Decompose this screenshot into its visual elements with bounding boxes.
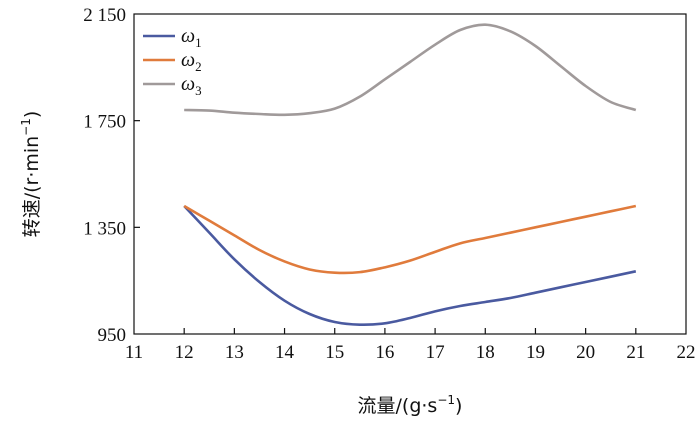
x-tick-label: 22 [677,342,696,363]
y-tick-label: 1 350 [83,218,126,239]
plot-frame [133,13,687,335]
x-tick-label: 13 [225,342,244,363]
x-tick-label: 16 [375,342,394,363]
x-tick-label: 15 [325,342,344,363]
x-tick-label: 14 [275,342,295,363]
x-tick-label: 17 [426,342,445,363]
y-axis-title: 转速/(r·min−1) [19,111,43,238]
x-tick-label: 19 [526,342,545,363]
series-lines [183,23,637,327]
x-tick-label: 11 [125,342,143,363]
series-line-1 [183,205,637,327]
legend-label-2: ω2 [181,49,202,74]
legend-label-3: ω3 [181,73,202,98]
y-tick-label: 2 150 [83,5,126,26]
x-tick-label: 20 [576,342,595,363]
series-line-3 [184,23,637,117]
ticks: 11 12 13 14 15 16 17 18 19 20 21 22 950 1 350 1 750 2 1… [83,5,695,363]
legend-label-1: ω1 [181,25,202,50]
x-tick-label: 18 [476,342,495,363]
series-line-2 [183,204,637,275]
x-tick-label: 12 [175,342,194,363]
y-tick-label: 950 [98,325,127,346]
x-tick-label: 21 [626,342,645,363]
x-axis-title: 流量/(g·s−1) [358,393,463,417]
y-tick-label: 1 750 [83,112,126,133]
